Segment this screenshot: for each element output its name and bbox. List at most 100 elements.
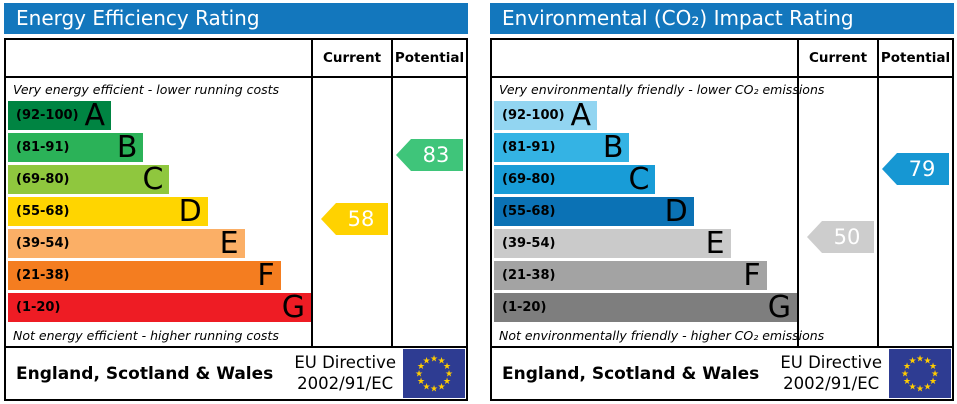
- band-range-label: (1-20): [502, 300, 547, 315]
- band-range-label: (39-54): [16, 236, 70, 251]
- eu-flag-star: ★: [415, 370, 423, 380]
- band-row-D: (55-68) D: [8, 197, 311, 229]
- eu-flag: ★ ★★★★★★★★★★★: [403, 349, 465, 398]
- eu-directive-line1: EU Directive: [294, 352, 396, 372]
- band-row-A: (92-100) A: [494, 101, 797, 133]
- band-row-E: (39-54) E: [494, 229, 797, 261]
- band-bar-D: (55-68) D: [8, 194, 208, 229]
- band-bar-B: (81-91) B: [494, 130, 630, 165]
- band-letter: B: [602, 130, 624, 165]
- header-spacer: [6, 40, 311, 76]
- band-row-G: (1-20) G: [8, 293, 311, 325]
- panel-title: Environmental (CO₂) Impact Rating: [502, 6, 854, 30]
- band-bar-F: (21-38) F: [8, 258, 281, 293]
- band-letter: F: [257, 258, 275, 293]
- potential-value-arrow: 83: [396, 139, 463, 171]
- band-row-C: (69-80) C: [494, 165, 797, 197]
- band-range-label: (55-68): [16, 204, 70, 219]
- eu-flag-star: ★: [908, 383, 916, 393]
- chart-footer: England, Scotland & Wales EU Directive 2…: [6, 346, 466, 399]
- band-row-F: (21-38) F: [8, 261, 311, 293]
- band-range-label: (92-100): [502, 108, 565, 123]
- current-value-arrow: 50: [807, 221, 874, 253]
- eu-flag-star: ★: [916, 355, 924, 365]
- band-letter: D: [178, 194, 202, 229]
- header-spacer: [492, 40, 797, 76]
- band-letter: C: [142, 162, 164, 197]
- band-row-C: (69-80) C: [8, 165, 311, 197]
- band-bar-A: (92-100) A: [8, 98, 112, 133]
- panel-title: Energy Efficiency Rating: [16, 6, 260, 30]
- eu-flag: ★ ★★★★★★★★★★★: [889, 349, 951, 398]
- band-range-label: (39-54): [502, 236, 556, 251]
- rating-chart: Current Potential Very environmentally f…: [490, 38, 954, 401]
- current-column: 50: [797, 78, 877, 346]
- eu-flag-star: ★: [430, 355, 438, 365]
- band-bar-E: (39-54) E: [494, 229, 731, 259]
- current-column-header: Current: [311, 40, 391, 76]
- band-letter: A: [84, 98, 106, 133]
- band-bar-A: (92-100) A: [494, 98, 598, 133]
- band-bar-B: (81-91) B: [8, 130, 144, 165]
- eu-flag-star: ★: [417, 377, 425, 387]
- band-range-label: (69-80): [16, 172, 70, 187]
- eu-flag-star: ★: [417, 362, 425, 372]
- potential-column-header: Potential: [391, 40, 466, 76]
- panel-title-bar: Energy Efficiency Rating: [4, 3, 468, 34]
- column-header-row: Current Potential: [492, 40, 952, 78]
- current-column-header: Current: [797, 40, 877, 76]
- eu-flag-star: ★: [903, 377, 911, 387]
- potential-column: 79: [877, 78, 952, 346]
- band-bar-C: (69-80) C: [494, 162, 656, 197]
- band-letter: B: [116, 130, 138, 165]
- band-letter: A: [570, 98, 592, 133]
- band-row-D: (55-68) D: [494, 197, 797, 229]
- eu-flag-star: ★: [437, 383, 445, 393]
- eu-directive-label: EU Directive 2002/91/EC: [780, 353, 889, 394]
- band-range-label: (92-100): [16, 108, 79, 123]
- eu-directive-line1: EU Directive: [780, 352, 882, 372]
- eu-flag-star: ★: [916, 385, 924, 395]
- energy-efficiency-panel: Energy Efficiency Rating Current Potenti…: [4, 3, 468, 401]
- bars-area: Very environmentally friendly - lower CO…: [492, 78, 824, 346]
- environmental-impact-panel: Environmental (CO₂) Impact Rating Curren…: [490, 3, 954, 401]
- band-letter: D: [664, 194, 688, 229]
- band-row-A: (92-100) A: [8, 101, 311, 133]
- band-range-label: (55-68): [502, 204, 556, 219]
- band-row-E: (39-54) E: [8, 229, 311, 261]
- band-bar-D: (55-68) D: [494, 194, 694, 229]
- rating-chart: Current Potential Very energy efficient …: [4, 38, 468, 401]
- band-row-B: (81-91) B: [494, 133, 797, 165]
- band-list: (92-100) A (81-91) B (69-80) C (55-68) D (39-54)…: [6, 101, 311, 325]
- band-range-label: (69-80): [502, 172, 556, 187]
- band-range-label: (81-91): [16, 140, 70, 155]
- eu-flag-star: ★: [923, 383, 931, 393]
- potential-column: 83: [391, 78, 466, 346]
- eu-flag-star: ★: [443, 377, 451, 387]
- band-range-label: (21-38): [16, 268, 70, 283]
- band-range-label: (21-38): [502, 268, 556, 283]
- column-header-row: Current Potential: [6, 40, 466, 78]
- eu-flag-star: ★: [437, 357, 445, 367]
- current-column: 58: [311, 78, 391, 346]
- eu-flag-star: ★: [923, 357, 931, 367]
- eu-flag-field: [889, 349, 951, 398]
- region-label: England, Scotland & Wales: [502, 363, 760, 384]
- band-bar-F: (21-38) F: [494, 261, 767, 291]
- eu-flag-star: ★: [903, 362, 911, 372]
- chart-body: Very energy efficient - lower running co…: [6, 78, 466, 346]
- band-bar-G: (1-20) G: [8, 293, 311, 323]
- potential-value-arrow: 79: [882, 153, 949, 185]
- panel-title-bar: Environmental (CO₂) Impact Rating: [490, 3, 954, 34]
- eu-flag-star: ★: [908, 357, 916, 367]
- band-row-B: (81-91) B: [8, 133, 311, 165]
- chart-footer: England, Scotland & Wales EU Directive 2…: [492, 346, 952, 399]
- bars-area: Very energy efficient - lower running co…: [6, 78, 311, 346]
- band-letter: C: [628, 162, 650, 197]
- eu-directive-line2: 2002/91/EC: [783, 373, 880, 393]
- band-letter: E: [219, 226, 239, 261]
- eu-flag-field: [403, 349, 465, 398]
- band-bar-E: (39-54) E: [8, 226, 245, 261]
- eu-directive-label: EU Directive 2002/91/EC: [294, 353, 403, 394]
- potential-column-header: Potential: [877, 40, 952, 76]
